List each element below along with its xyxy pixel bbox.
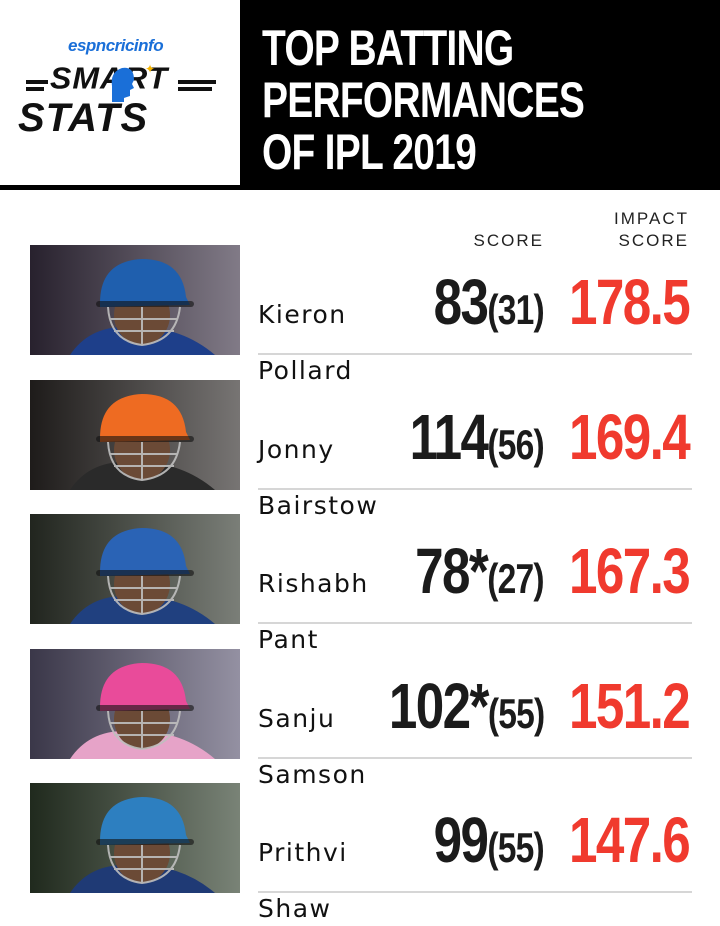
player-photo xyxy=(30,783,240,893)
player-name: Sanju Samson xyxy=(258,703,367,789)
batsman-portrait xyxy=(30,783,240,893)
player-photo xyxy=(30,379,240,490)
logo-stripe xyxy=(26,80,48,84)
row-divider xyxy=(258,622,692,624)
player-score: 83(31) xyxy=(433,265,545,339)
logo-stripe xyxy=(26,87,44,91)
row-divider xyxy=(258,353,692,355)
player-photo xyxy=(30,514,240,624)
player-name: Prithvi Shaw xyxy=(258,838,348,923)
logo-stripe xyxy=(178,80,216,84)
batsman-portrait xyxy=(30,648,240,759)
player-row: Prithvi Shaw 99(55) 147.6 xyxy=(0,783,720,923)
row-divider xyxy=(258,756,692,759)
runs-value: 83 xyxy=(433,266,489,338)
logo-stripe xyxy=(178,87,212,91)
player-photo xyxy=(30,245,240,355)
logo-panel: espncricinfo SMART STATS ✦ xyxy=(0,0,240,185)
score-column-header: SCORE xyxy=(473,231,544,250)
smart-wordmark: SMART xyxy=(50,60,169,96)
player-score: 99(55) xyxy=(433,803,545,877)
runs-value: 102* xyxy=(388,669,489,742)
batsman-portrait xyxy=(30,514,240,624)
player-score: 78*(27) xyxy=(415,534,544,608)
balls-faced-value: (27) xyxy=(487,555,544,602)
player-row: Rishabh Pant 78*(27) 167.3 xyxy=(0,514,720,654)
stats-wordmark: STATS xyxy=(18,96,149,140)
head-profile-icon xyxy=(111,67,134,102)
page-title: TOP BATTING PERFORMANCES OF IPL 2019 xyxy=(262,20,585,180)
espncricinfo-logo: espncricinfo xyxy=(68,36,164,55)
balls-faced-value: (31) xyxy=(487,286,544,333)
player-name: Jonny Bairstow xyxy=(258,434,379,520)
sparkle-icon: ✦ xyxy=(145,62,156,76)
impact-score-value: 147.6 xyxy=(568,804,691,876)
impact-score-value: 167.3 xyxy=(568,535,691,607)
batsman-portrait xyxy=(30,245,240,355)
player-name: Rishabh Pant xyxy=(258,569,369,654)
balls-faced-value: (56) xyxy=(487,420,544,468)
player-row: Sanju Samson 102*(55) 151.2 xyxy=(0,648,720,788)
balls-faced-value: (55) xyxy=(487,689,544,737)
player-name: Kieron Pollard xyxy=(258,300,353,385)
balls-faced-value: (55) xyxy=(487,824,544,871)
runs-value: 78* xyxy=(415,535,489,607)
player-row: Jonny Bairstow 114(56) 169.4 xyxy=(0,379,720,519)
player-score: 114(56) xyxy=(409,400,545,474)
runs-value: 114 xyxy=(409,400,489,473)
batsman-portrait xyxy=(30,379,240,490)
player-photo xyxy=(30,648,240,759)
row-divider xyxy=(258,891,692,893)
player-score: 102*(55) xyxy=(388,669,544,743)
impact-score-value: 151.2 xyxy=(568,669,691,742)
impact-score-value: 169.4 xyxy=(568,400,691,473)
impact-score-column-header: IMPACT SCORE xyxy=(614,209,689,250)
runs-value: 99 xyxy=(433,804,489,876)
header-banner: espncricinfo SMART STATS ✦ TOP BATTING P… xyxy=(0,0,720,190)
impact-score-value: 178.5 xyxy=(568,266,691,338)
player-row: Kieron Pollard 83(31) 178.5 xyxy=(0,245,720,385)
row-divider xyxy=(258,487,692,490)
